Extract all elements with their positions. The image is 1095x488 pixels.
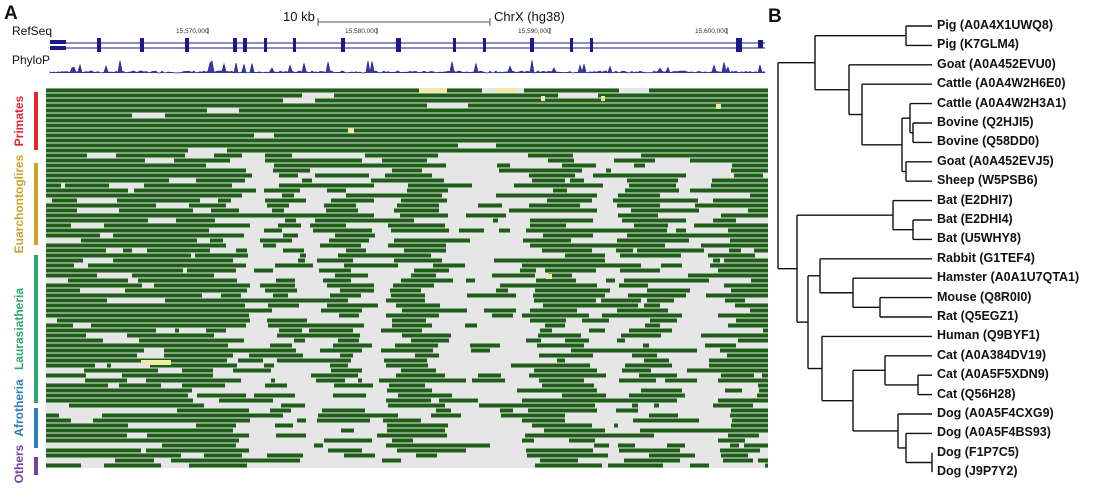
primates-group-bar	[34, 92, 38, 150]
tree-leaf-label: Hamster (A0A1U7QTA1)	[937, 270, 1080, 285]
refseq-track-label: RefSeq	[12, 24, 53, 38]
tree-leaf-label: Human (Q9BYF1)	[937, 328, 1040, 343]
euarchontoglires-group-bar	[34, 163, 38, 245]
panel-b-letter: B	[768, 6, 782, 27]
region-label: ChrX (hg38)	[494, 9, 565, 24]
tree-leaf-label: Dog (A0A5F4CXG9)	[937, 406, 1054, 420]
tree-leaf-label: Goat (A0A452EVJ5)	[937, 153, 1054, 168]
scale-label: 10 kb	[283, 9, 315, 24]
tree-leaf-label: Bovine (Q58DD0)	[937, 134, 1040, 149]
tree-leaf-label: Pig (A0A4X1UWQ8)	[937, 18, 1053, 32]
tree-leaf-label: Bovine (Q2HJI5)	[937, 115, 1034, 129]
tree-leaf-label: Rabbit (G1TEF4)	[937, 250, 1035, 265]
laurasiatheria-group-bar	[34, 255, 38, 403]
tree-leaf-label: Cattle (A0A4W2H6E0)	[937, 76, 1066, 91]
tree-leaf-label: Mouse (Q8R0I0)	[937, 289, 1032, 304]
tree-leaf-label: Bat (E2DHI7)	[937, 192, 1013, 207]
tree-leaf-label: Cattle (A0A4W2H3A1)	[937, 95, 1067, 110]
tree-leaf-label: Cat (Q56H28)	[937, 386, 1016, 401]
tree-leaf-label: Rat (Q5EGZ1)	[937, 309, 1019, 323]
coordinate-label: 15,580,000	[345, 28, 378, 35]
tree-leaf-label: Sheep (W5PSB6)	[937, 173, 1038, 188]
gene-tracks	[49, 18, 766, 74]
tree-leaf-label: Pig (K7GLM4)	[937, 37, 1019, 52]
tree-leaf-label: Goat (A0A452EVU0)	[937, 56, 1056, 71]
tree-leaf-label: Dog (J9P7Y2)	[937, 464, 1018, 479]
tree-leaf-label: Dog (A0A5F4BS93)	[937, 425, 1051, 440]
tree-leaf-label: Cat (A0A384DV19)	[937, 347, 1047, 362]
afrotheria-group-bar	[34, 408, 38, 448]
coordinate-label: 15,600,000	[695, 28, 728, 35]
others-group-bar	[34, 457, 38, 475]
refseq-gene-model	[50, 38, 765, 52]
coordinate-label: 15,570,000	[176, 28, 209, 35]
coordinate-label: 15,590,000	[518, 28, 551, 35]
scale-bar	[317, 18, 491, 26]
tree-leaf-label: Bat (U5WHY8)	[937, 231, 1022, 246]
phylop-signal	[49, 60, 766, 74]
phylop-track-label: PhyloP	[12, 53, 51, 67]
tree-leaf-label: Bat (E2DHI4)	[937, 212, 1013, 226]
tree-leaf-label: Cat (A0A5F5XDN9)	[937, 367, 1049, 382]
panel-a-letter: A	[4, 3, 18, 24]
multiple-alignment-track	[46, 88, 768, 468]
tree-leaf-label: Dog (F1P7C5)	[937, 444, 1019, 459]
